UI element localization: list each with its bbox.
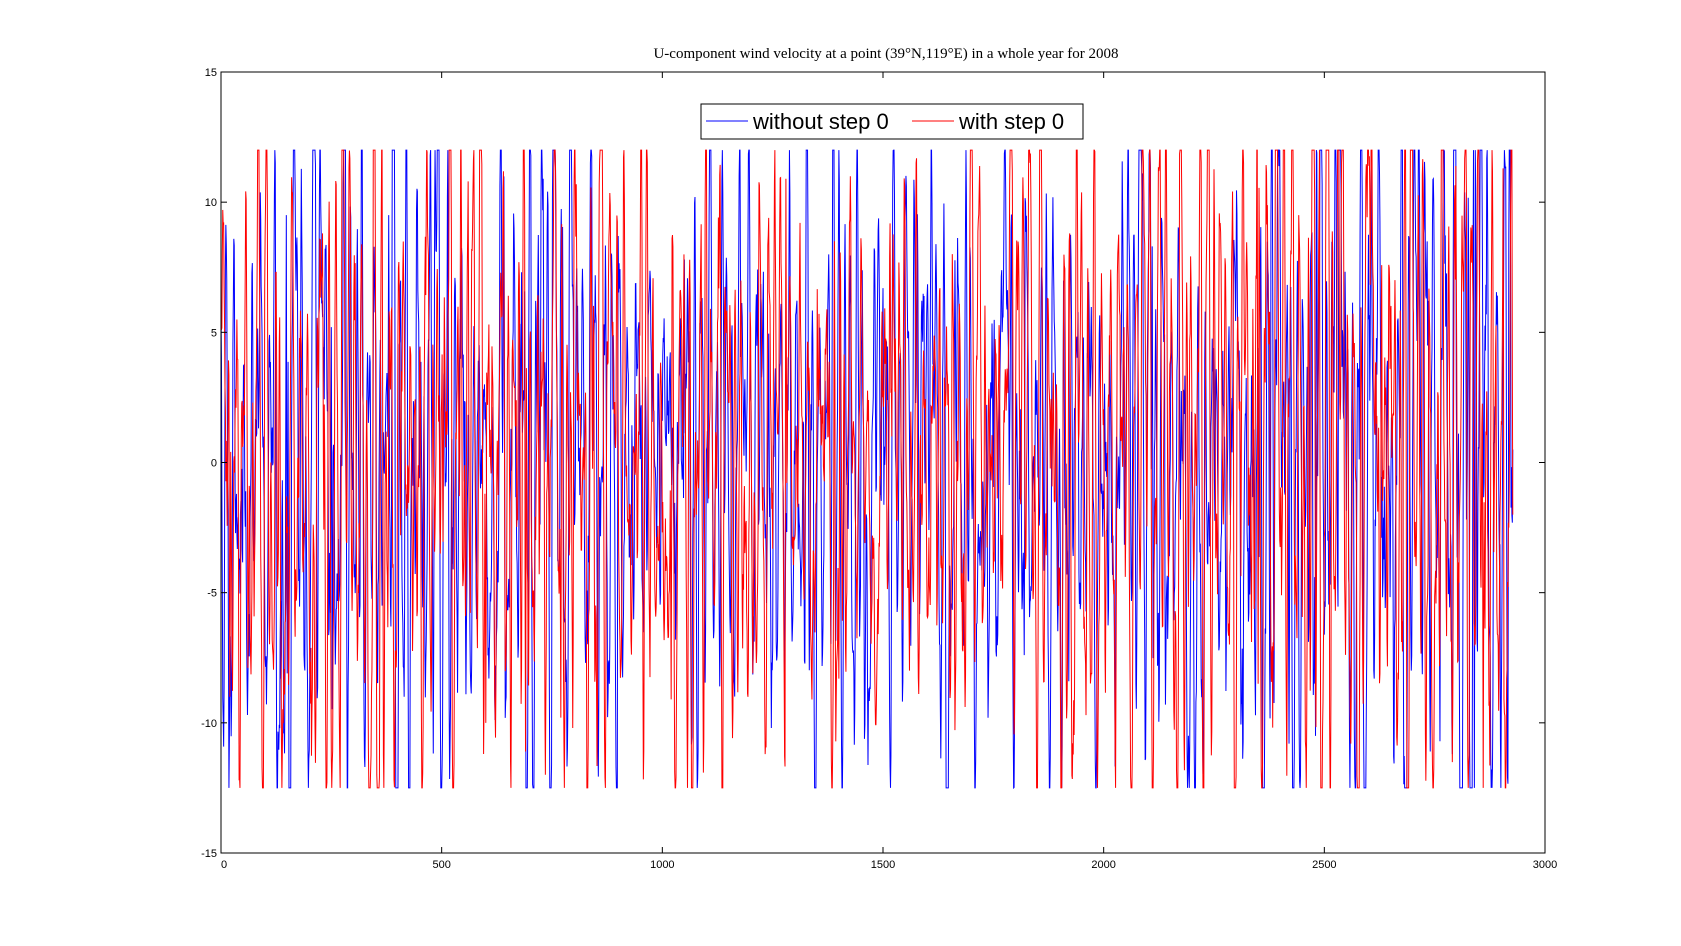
series-line-without-step-0 [220, 149, 1514, 790]
chart-title: U-component wind velocity at a point (39… [653, 46, 1118, 62]
y-tick-label: 15 [205, 67, 217, 79]
series-layer [220, 149, 1514, 790]
series-line-with-step-0 [220, 149, 1514, 789]
y-tick-label: 0 [211, 458, 217, 470]
y-tick-label: 5 [211, 327, 217, 339]
legend-label-without-step-0: without step 0 [752, 109, 889, 134]
x-tick-label: 2500 [1312, 859, 1336, 871]
x-tick-label: 1000 [650, 859, 674, 871]
y-tick-label: 10 [205, 197, 217, 209]
y-tick-label: -10 [201, 718, 217, 730]
x-axis: 0 500 1000 1500 2000 2500 3000 [220, 72, 1557, 871]
plot-area [221, 72, 1545, 853]
x-tick-label: 3000 [1533, 859, 1557, 871]
x-tick-label: 2000 [1091, 859, 1115, 871]
y-tick-label: -5 [207, 588, 217, 600]
x-tick-label: 1500 [871, 859, 895, 871]
y-axis: -15 -10 -5 0 5 10 15 [201, 67, 1545, 860]
legend-label-with-step-0: with step 0 [958, 109, 1064, 134]
legend-box [700, 103, 1084, 140]
legend: without step 0 with step 0 [700, 103, 1084, 140]
x-tick-label: 0 [221, 859, 227, 871]
x-tick-label: 500 [432, 859, 450, 871]
y-tick-label: -15 [201, 848, 217, 860]
